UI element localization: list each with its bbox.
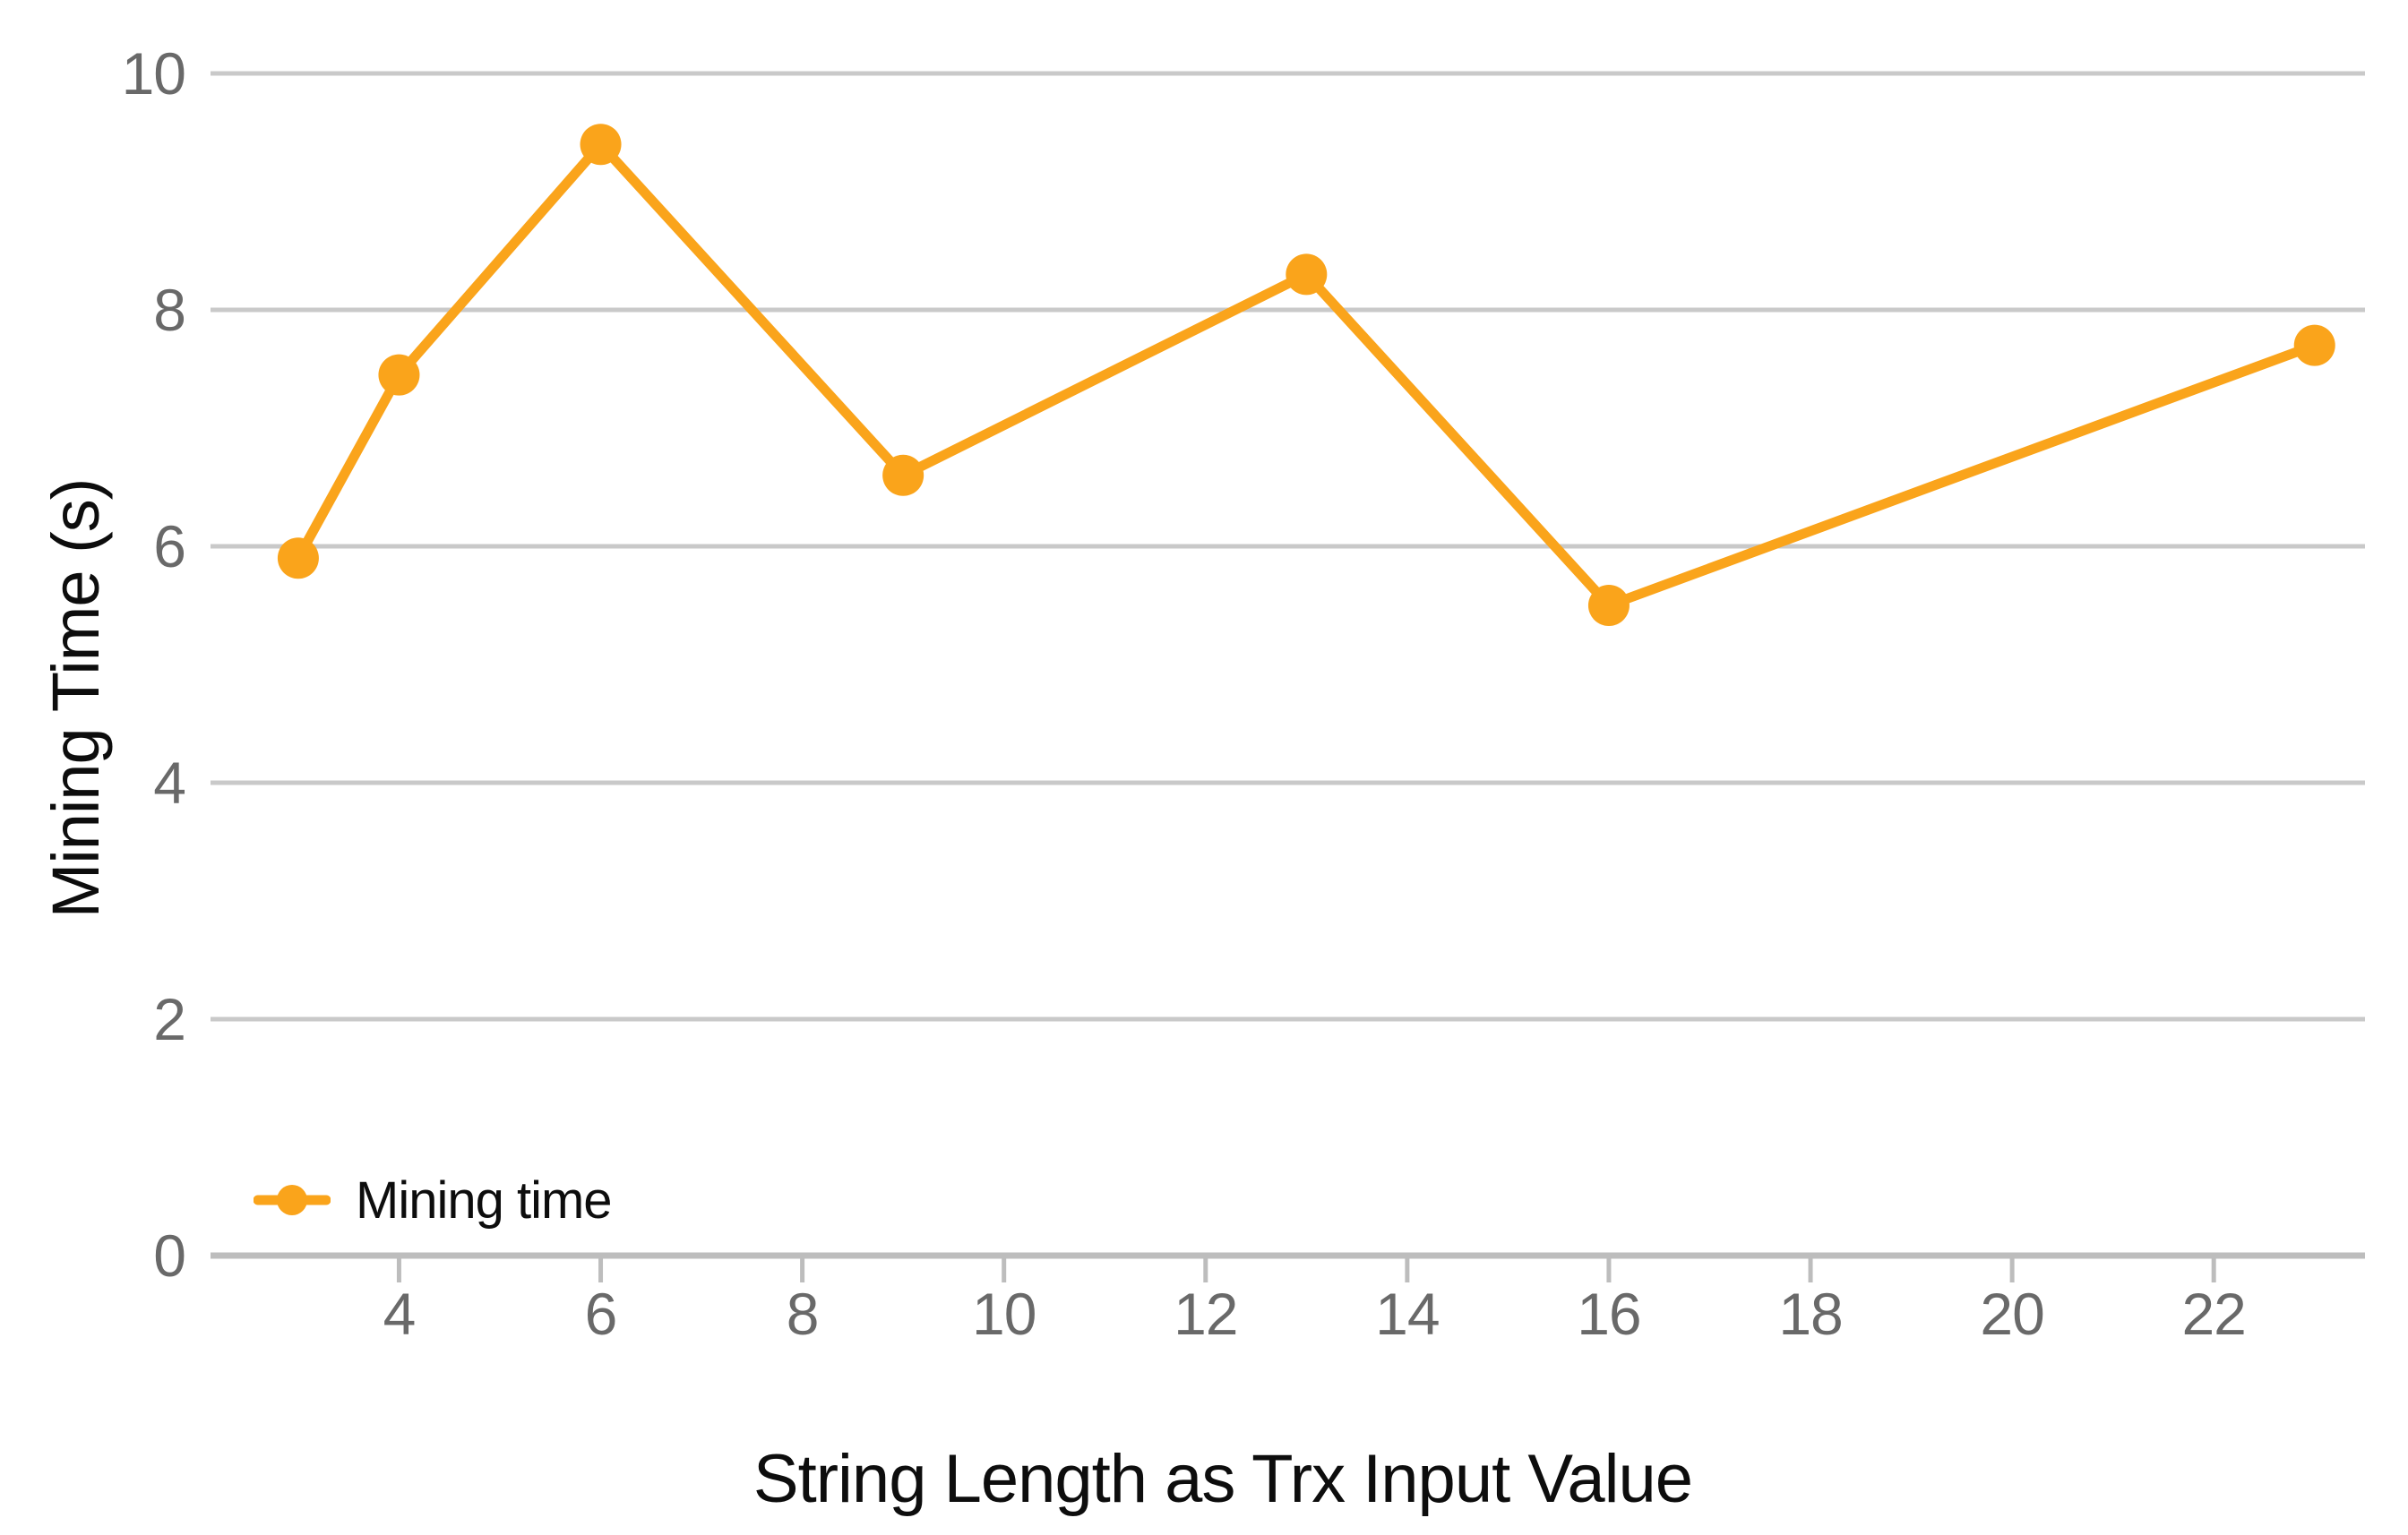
y-tick-label: 10 [122,40,185,107]
x-tick-label: 18 [1778,1281,1842,1347]
x-tick-label: 22 [2181,1281,2245,1347]
series-line [293,139,2320,611]
x-tick-label: 4 [383,1281,416,1347]
data-point-marker [580,124,622,166]
data-point-marker [277,537,319,579]
y-axis-title: Mining Time (s) [39,478,113,919]
data-point-marker [882,454,924,496]
x-tick-label: 10 [972,1281,1036,1347]
x-tick-label: 6 [585,1281,617,1347]
x-tick-label: 20 [1980,1281,2043,1347]
legend: Mining time [254,1171,613,1230]
x-tick-label: 16 [1577,1281,1640,1347]
x-tick-label: 12 [1174,1281,1237,1347]
y-tick-label: 4 [153,750,185,816]
x-tick-label: 8 [787,1281,819,1347]
data-point-marker [1286,253,1328,296]
y-tick-label: 2 [153,986,185,1052]
legend-label: Mining time [356,1171,613,1230]
x-tick-label: 14 [1375,1281,1439,1347]
data-point-marker [378,354,420,396]
y-tick-label: 6 [153,513,185,579]
legend-series-marker-icon [254,1185,331,1215]
x-axis-title: String Length as Trx Input Value [752,1441,1693,1517]
data-point-marker [2293,324,2335,366]
y-tick-label: 0 [153,1222,185,1289]
y-tick-label: 8 [153,277,185,343]
data-point-marker [1587,585,1630,626]
